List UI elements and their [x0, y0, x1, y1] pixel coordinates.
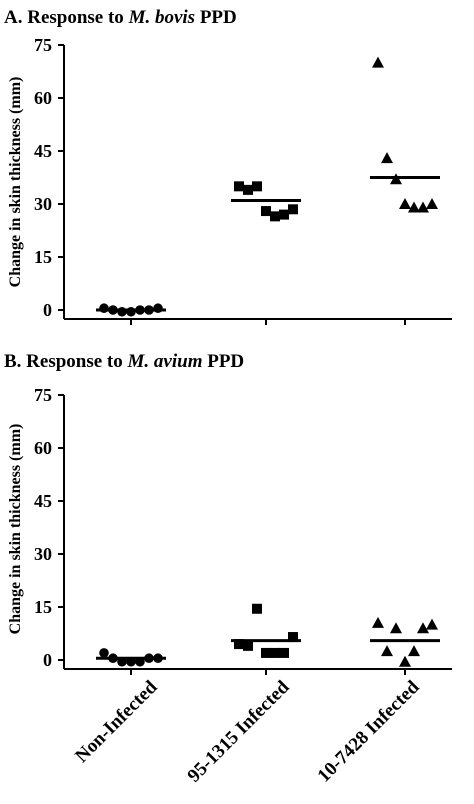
- panel-b: B. Response to M. avium PPD Change in sk…: [4, 351, 452, 675]
- data-point-triangle: [408, 201, 420, 213]
- data-point-triangle: [417, 201, 429, 213]
- data-point-square: [243, 184, 253, 195]
- data-point-triangle: [372, 56, 384, 68]
- data-point-triangle: [372, 616, 384, 628]
- data-point-triangle: [381, 645, 393, 657]
- data-point-triangle: [399, 198, 411, 209]
- data-point-square: [261, 647, 271, 658]
- panel-a: A. Response to M. bovis PPD Change in sk…: [4, 7, 452, 325]
- y-tick-label: 45: [34, 491, 52, 511]
- data-point-triangle: [426, 198, 438, 209]
- data-point-square: [279, 209, 289, 220]
- x-tick-label: Non-Infected: [71, 676, 162, 767]
- y-tick-label: 30: [34, 194, 52, 214]
- data-point-triangle: [399, 655, 411, 667]
- y-tick-label: 45: [34, 141, 52, 161]
- x-tick-label: 95-1315 Infected: [184, 676, 294, 786]
- y-tick-label: 15: [34, 247, 52, 267]
- panel-a-y-axis-label: Change in skin thickness (mm): [7, 77, 24, 288]
- panel-a-y-ticks: 0 15 30 45 60 75: [34, 35, 52, 320]
- data-point-square: [261, 206, 271, 217]
- data-point-circle: [99, 303, 109, 314]
- data-point-circle: [153, 303, 163, 314]
- data-point-square: [243, 640, 253, 651]
- y-tick-label: 60: [34, 438, 52, 458]
- data-point-triangle: [408, 645, 420, 657]
- panel-a-axes: [58, 44, 452, 325]
- data-point-square: [288, 204, 298, 215]
- data-point-square: [234, 639, 244, 650]
- data-point-square: [270, 647, 280, 658]
- panel-b-marks: [96, 603, 440, 667]
- data-point-square: [252, 181, 262, 192]
- data-point-triangle: [417, 622, 429, 634]
- data-point-triangle: [390, 622, 402, 634]
- data-point-square: [288, 632, 298, 643]
- data-point-circle: [99, 648, 109, 658]
- y-tick-label: 60: [34, 88, 52, 108]
- panel-a-marks: [96, 56, 440, 317]
- y-tick-label: 75: [34, 385, 52, 405]
- data-point-square: [279, 647, 289, 658]
- data-point-square: [252, 603, 262, 614]
- panel-b-y-axis-label: Change in skin thickness (mm): [7, 424, 24, 635]
- y-tick-label: 0: [43, 650, 52, 670]
- data-point-triangle: [426, 618, 438, 630]
- panel-b-y-ticks: 0 15 30 45 60 75: [34, 385, 52, 670]
- panel-a-title: A. Response to M. bovis PPD: [4, 7, 237, 28]
- data-point-triangle: [381, 152, 393, 164]
- x-tick-label: 10-7428 Infected: [314, 676, 424, 786]
- y-tick-label: 75: [34, 35, 52, 55]
- y-tick-label: 15: [34, 597, 52, 617]
- data-point-circle: [126, 306, 136, 317]
- panel-b-axes: [58, 394, 452, 675]
- data-point-square: [270, 211, 280, 222]
- x-category-labels: Non-Infected 95-1315 Infected 10-7428 In…: [71, 676, 424, 786]
- data-point-square: [234, 181, 244, 192]
- y-tick-label: 30: [34, 544, 52, 564]
- data-point-circle: [117, 306, 127, 317]
- y-tick-label: 0: [43, 300, 52, 320]
- panel-b-title: B. Response to M. avium PPD: [4, 351, 244, 372]
